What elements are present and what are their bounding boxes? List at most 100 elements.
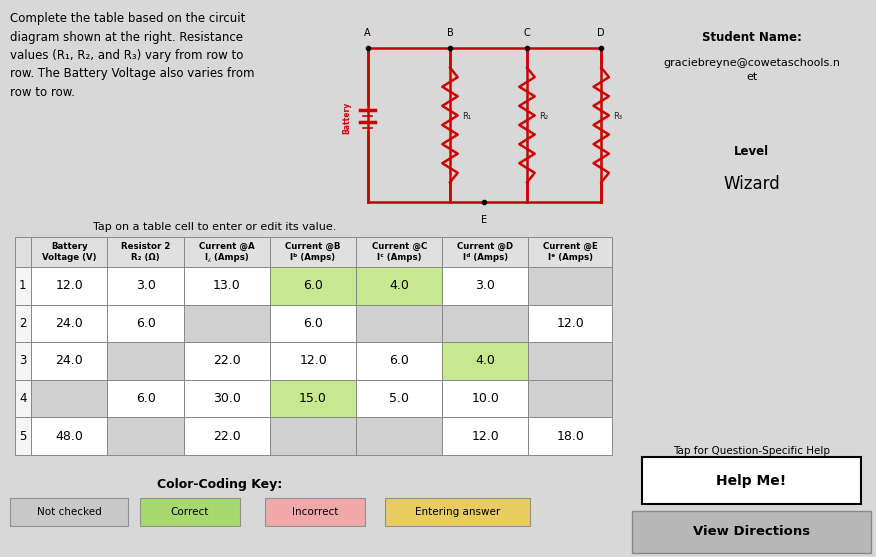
Text: 4.0: 4.0: [389, 279, 409, 292]
Text: 6.0: 6.0: [303, 279, 323, 292]
Text: graciebreyne@cowetaschools.n
et: graciebreyne@cowetaschools.n et: [663, 58, 840, 82]
Bar: [442, 267, 528, 305]
Text: 2: 2: [19, 317, 26, 330]
Bar: [184, 342, 270, 380]
Text: Not checked: Not checked: [37, 507, 102, 517]
Bar: [108, 380, 184, 417]
Text: 12.0: 12.0: [471, 429, 499, 443]
Text: Battery: Battery: [343, 102, 351, 134]
Text: Color-Coding Key:: Color-Coding Key:: [158, 478, 283, 491]
Text: A: A: [364, 28, 371, 38]
Bar: [442, 342, 528, 380]
Text: Current @E
Iᵉ (Amps): Current @E Iᵉ (Amps): [543, 242, 597, 262]
Bar: [528, 305, 612, 342]
Text: Complete the table based on the circuit
diagram shown at the right. Resistance
v: Complete the table based on the circuit …: [10, 12, 255, 99]
Text: Current @A
I⁁ (Amps): Current @A I⁁ (Amps): [199, 242, 255, 262]
Bar: [357, 380, 442, 417]
Bar: [270, 267, 357, 305]
Text: 3: 3: [19, 354, 26, 368]
Bar: [140, 498, 240, 526]
Bar: [31, 342, 108, 380]
Bar: [270, 305, 357, 342]
Bar: [528, 237, 612, 267]
Text: 15.0: 15.0: [299, 392, 327, 405]
Bar: [184, 417, 270, 455]
Bar: [184, 380, 270, 417]
FancyBboxPatch shape: [632, 511, 871, 553]
Bar: [15, 267, 31, 305]
Text: 4.0: 4.0: [476, 354, 495, 368]
Text: 12.0: 12.0: [300, 354, 327, 368]
Bar: [442, 417, 528, 455]
Bar: [442, 305, 528, 342]
Text: 12.0: 12.0: [55, 279, 83, 292]
Text: 1: 1: [19, 279, 26, 292]
Bar: [15, 380, 31, 417]
Text: Resistor 2
R₂ (Ω): Resistor 2 R₂ (Ω): [121, 242, 170, 262]
Bar: [184, 305, 270, 342]
Text: 24.0: 24.0: [55, 317, 83, 330]
Text: 5: 5: [19, 429, 26, 443]
Text: R₁: R₁: [463, 112, 471, 121]
Text: C: C: [524, 28, 530, 38]
Bar: [528, 417, 612, 455]
Text: Battery
Voltage (V): Battery Voltage (V): [42, 242, 96, 262]
FancyBboxPatch shape: [642, 457, 861, 504]
Bar: [31, 267, 108, 305]
Bar: [108, 267, 184, 305]
Text: 12.0: 12.0: [556, 317, 584, 330]
Bar: [184, 267, 270, 305]
Text: View Directions: View Directions: [693, 525, 810, 538]
Text: 10.0: 10.0: [471, 392, 499, 405]
Text: Wizard: Wizard: [724, 175, 780, 193]
Text: Tap for Question-Specific Help: Tap for Question-Specific Help: [673, 446, 830, 456]
Text: 5.0: 5.0: [389, 392, 409, 405]
Text: Student Name:: Student Name:: [702, 31, 802, 43]
Text: 4: 4: [19, 392, 26, 405]
Bar: [108, 237, 184, 267]
Bar: [357, 305, 442, 342]
Text: 6.0: 6.0: [136, 317, 156, 330]
Text: Tap on a table cell to enter or edit its value.: Tap on a table cell to enter or edit its…: [94, 222, 336, 232]
Text: 6.0: 6.0: [136, 392, 156, 405]
Bar: [15, 305, 31, 342]
Text: 22.0: 22.0: [213, 429, 241, 443]
Text: Correct: Correct: [171, 507, 209, 517]
Text: 3.0: 3.0: [136, 279, 156, 292]
Text: Help Me!: Help Me!: [717, 473, 787, 488]
Bar: [357, 342, 442, 380]
Text: 30.0: 30.0: [213, 392, 241, 405]
Text: R₂: R₂: [540, 112, 548, 121]
Bar: [528, 380, 612, 417]
Bar: [528, 342, 612, 380]
Bar: [31, 380, 108, 417]
Bar: [108, 305, 184, 342]
Text: Current @B
Iᵇ (Amps): Current @B Iᵇ (Amps): [286, 242, 341, 262]
Bar: [108, 417, 184, 455]
Bar: [442, 237, 528, 267]
Bar: [31, 417, 108, 455]
Bar: [270, 380, 357, 417]
Text: Current @D
Iᵈ (Amps): Current @D Iᵈ (Amps): [457, 242, 513, 262]
Bar: [270, 237, 357, 267]
Bar: [357, 237, 442, 267]
Text: B: B: [447, 28, 454, 38]
Text: 22.0: 22.0: [213, 354, 241, 368]
Text: Entering answer: Entering answer: [415, 507, 500, 517]
Text: Incorrect: Incorrect: [292, 507, 338, 517]
Text: 3.0: 3.0: [476, 279, 495, 292]
Text: Current @C
Iᶜ (Amps): Current @C Iᶜ (Amps): [371, 242, 427, 262]
Text: R₃: R₃: [613, 112, 623, 121]
Bar: [184, 237, 270, 267]
Bar: [270, 417, 357, 455]
Bar: [528, 267, 612, 305]
Bar: [10, 498, 128, 526]
Text: 48.0: 48.0: [55, 429, 83, 443]
Text: D: D: [597, 28, 605, 38]
Text: 18.0: 18.0: [556, 429, 584, 443]
Bar: [31, 305, 108, 342]
Text: 24.0: 24.0: [55, 354, 83, 368]
Text: E: E: [481, 214, 487, 224]
Text: Level: Level: [734, 145, 769, 158]
Bar: [15, 342, 31, 380]
